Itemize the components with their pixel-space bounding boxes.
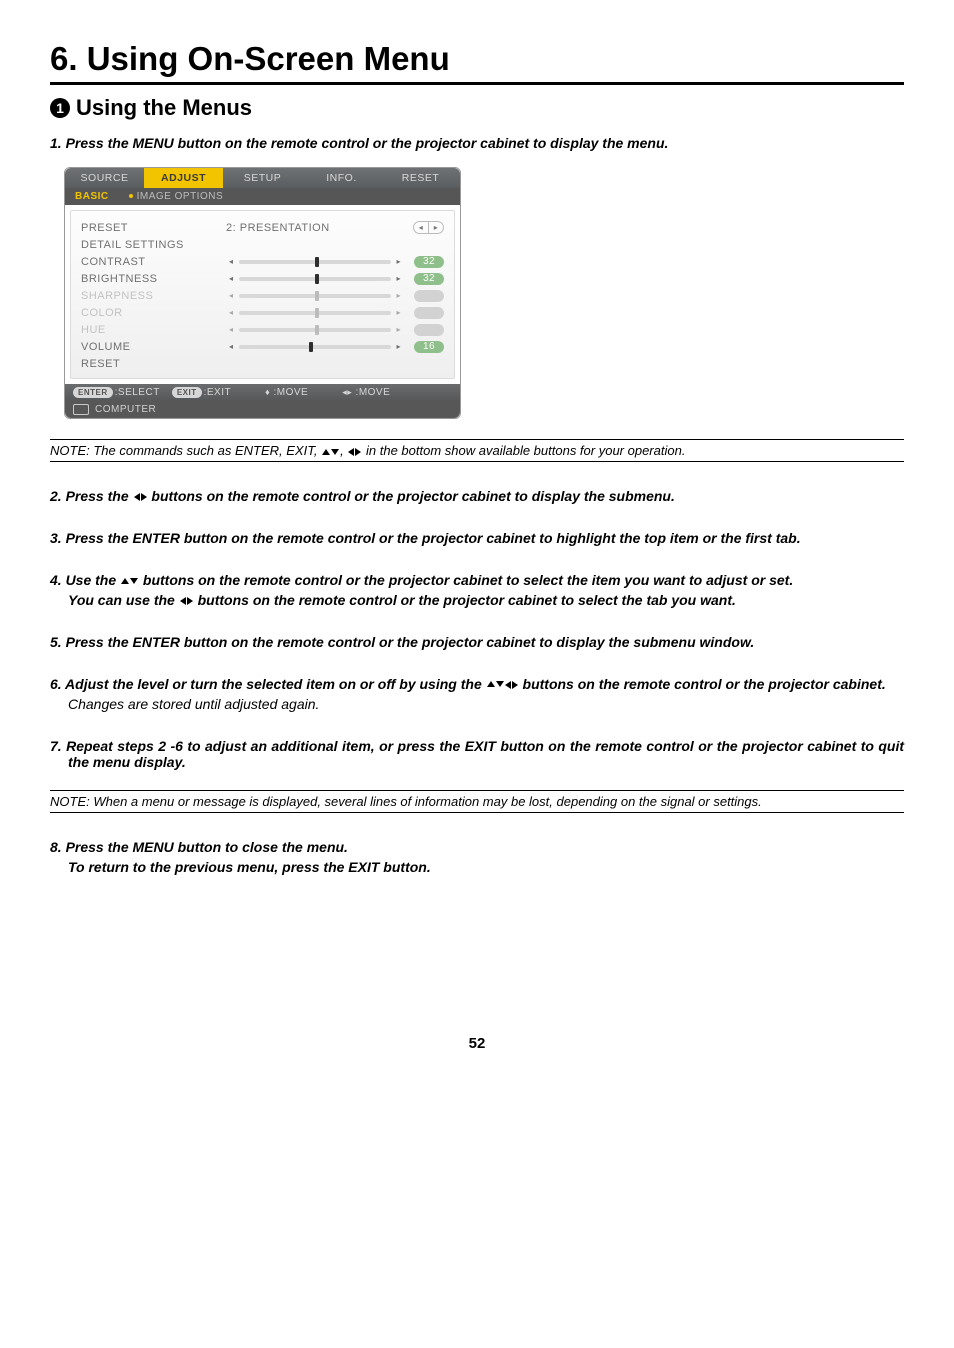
source-icon [73, 404, 89, 415]
sharpness-value [414, 290, 444, 302]
step-6: 6. Adjust the level or turn the selected… [50, 676, 904, 692]
row-contrast[interactable]: CONTRAST ◂▸ 32 [81, 253, 444, 270]
menu-subtabs: BASIC IMAGE OPTIONS [65, 188, 460, 205]
section-heading: 1 Using the Menus [50, 95, 904, 121]
menu-body: PRESET 2: PRESENTATION ◂▸ DETAIL SETTING… [70, 210, 455, 379]
step-8b: To return to the previous menu, press th… [50, 859, 904, 875]
tab-adjust[interactable]: ADJUST [144, 168, 223, 188]
row-detail-settings[interactable]: DETAIL SETTINGS [81, 236, 444, 253]
tab-source[interactable]: SOURCE [65, 168, 144, 188]
step-8a: 8. Press the MENU button to close the me… [50, 839, 904, 855]
section-number: 1 [50, 98, 70, 118]
page-title: 6. Using On-Screen Menu [50, 40, 904, 85]
note-2: NOTE: When a menu or message is displaye… [50, 790, 904, 813]
row-sharpness: SHARPNESS ◂▸ [81, 287, 444, 304]
tab-setup[interactable]: SETUP [223, 168, 302, 188]
step-7: 7. Repeat steps 2 -6 to adjust an additi… [50, 738, 904, 770]
row-volume[interactable]: VOLUME ◂▸ 16 [81, 338, 444, 355]
note-1: NOTE: The commands such as ENTER, EXIT, … [50, 439, 904, 462]
step-5: 5. Press the ENTER button on the remote … [50, 634, 904, 650]
page-number: 52 [50, 1035, 904, 1052]
menu-status: COMPUTER [65, 401, 460, 418]
preset-value: 2: PRESENTATION [226, 222, 403, 234]
step-4: 4. Use the buttons on the remote control… [50, 572, 904, 588]
step-4-sub: You can use the buttons on the remote co… [50, 592, 904, 608]
hue-value [414, 324, 444, 336]
row-hue: HUE ◂▸ [81, 321, 444, 338]
preset-label: PRESET [81, 222, 226, 234]
step-1: 1. Press the MENU button on the remote c… [50, 135, 904, 151]
color-value [414, 307, 444, 319]
volume-value: 16 [414, 341, 444, 353]
step-6-sub: Changes are stored until adjusted again. [50, 696, 904, 712]
menu-tabs: SOURCE ADJUST SETUP INFO. RESET [65, 168, 460, 188]
tab-reset[interactable]: RESET [381, 168, 460, 188]
contrast-value: 32 [414, 256, 444, 268]
subtab-image-options[interactable]: IMAGE OPTIONS [119, 188, 234, 205]
source-name: COMPUTER [95, 404, 156, 415]
step-2: 2. Press the buttons on the remote contr… [50, 488, 904, 504]
brightness-value: 32 [414, 273, 444, 285]
step-3: 3. Press the ENTER button on the remote … [50, 530, 904, 546]
row-preset[interactable]: PRESET 2: PRESENTATION ◂▸ [81, 219, 444, 236]
row-reset[interactable]: RESET [81, 355, 444, 372]
row-color: COLOR ◂▸ [81, 304, 444, 321]
preset-nav[interactable]: ◂▸ [413, 221, 444, 234]
menu-footer: ENTER:SELECT EXIT:EXIT ♦ :MOVE ◂▸ :MOVE [65, 384, 460, 401]
osd-menu: SOURCE ADJUST SETUP INFO. RESET BASIC IM… [64, 167, 461, 419]
row-brightness[interactable]: BRIGHTNESS ◂▸ 32 [81, 270, 444, 287]
tab-info[interactable]: INFO. [302, 168, 381, 188]
section-heading-text: Using the Menus [76, 95, 252, 121]
subtab-basic[interactable]: BASIC [65, 188, 119, 205]
